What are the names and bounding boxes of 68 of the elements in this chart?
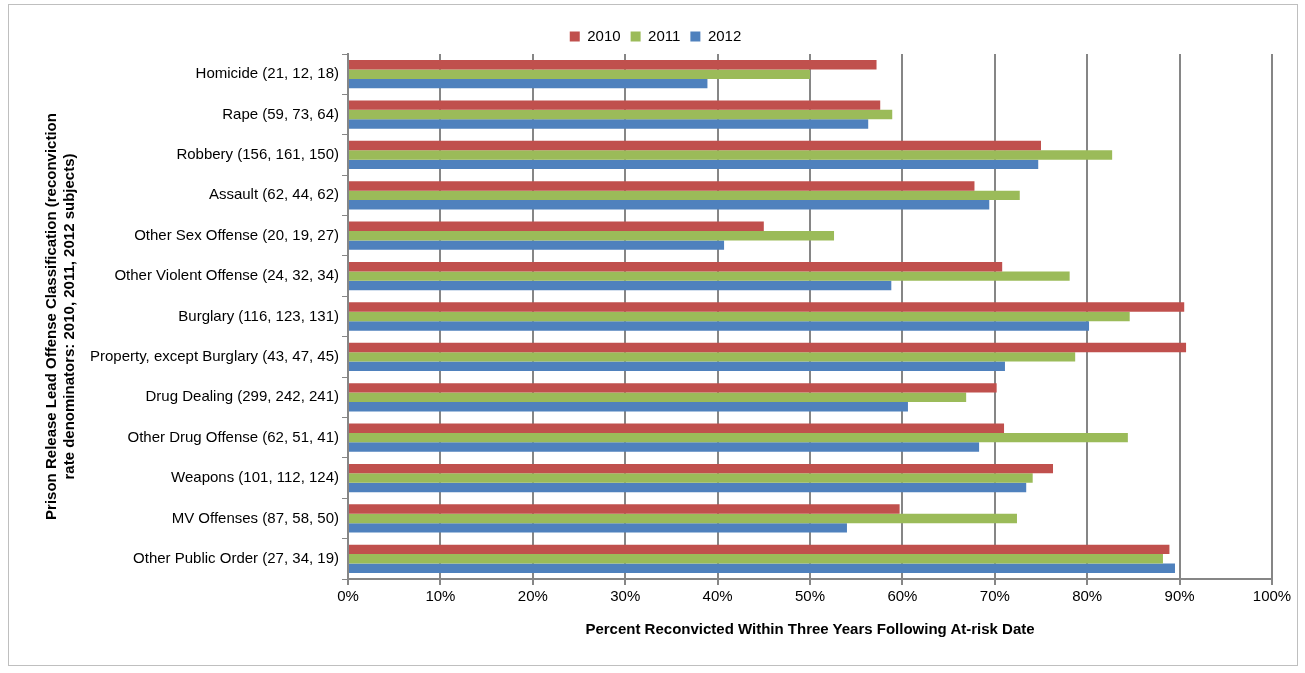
bar xyxy=(349,221,764,232)
x-axis-title: Percent Reconvicted Within Three Years Following At-risk Date xyxy=(585,620,1035,638)
y-tick-label: MV Offenses (87, 58, 50) xyxy=(171,508,340,526)
bar xyxy=(349,190,1020,201)
x-tick-label: 30% xyxy=(610,587,641,605)
y-tick-label: Other Public Order (27, 34, 19) xyxy=(133,548,340,566)
bar xyxy=(349,432,1128,443)
bar xyxy=(349,361,1005,372)
bar xyxy=(349,544,1170,555)
bar xyxy=(349,60,877,70)
bar xyxy=(349,181,975,191)
x-tick-label: 10% xyxy=(425,587,456,605)
y-tick-label: Rape (59, 73, 64) xyxy=(222,104,340,122)
y-tick-label: Homicide (21, 12, 18) xyxy=(195,64,340,82)
bar xyxy=(349,442,980,452)
y-tick-label: Assault (62, 44, 62) xyxy=(208,185,340,203)
x-tick-label: 50% xyxy=(794,587,826,605)
bar xyxy=(349,482,1027,493)
bar xyxy=(349,302,1185,312)
bar xyxy=(349,523,847,533)
bar xyxy=(349,100,881,110)
bar xyxy=(349,311,1130,322)
bar xyxy=(349,200,990,210)
y-axis-title: Prison Release Lead Offense Classification (reconviction rate denominators: 2010, 2011, 2012 subjects) xyxy=(42,113,78,520)
bar xyxy=(349,159,1039,170)
x-tick-label: 60% xyxy=(887,587,918,605)
x-tick-label: 70% xyxy=(979,587,1010,605)
bar xyxy=(349,352,1076,362)
bar xyxy=(349,321,1090,331)
bar xyxy=(349,261,1003,272)
bar xyxy=(349,69,810,79)
legend-label: 2010 xyxy=(587,26,621,44)
bar xyxy=(349,342,1187,353)
x-tick-label: 20% xyxy=(517,587,548,605)
bar xyxy=(349,554,1163,564)
bar xyxy=(349,78,708,89)
x-tick-label: 0% xyxy=(337,587,359,605)
bar xyxy=(349,271,1070,281)
x-tick-label: 40% xyxy=(702,587,733,605)
bar xyxy=(349,401,908,412)
bar xyxy=(349,150,1113,160)
bar xyxy=(349,109,893,120)
bar xyxy=(349,240,725,250)
y-tick-label: Other Drug Offense (62, 51, 41) xyxy=(127,427,340,445)
bar xyxy=(349,119,869,129)
bar xyxy=(349,280,892,291)
bar xyxy=(349,463,1054,474)
y-tick-label: Burglary (116, 123, 131) xyxy=(178,306,340,324)
legend-label: 2011 xyxy=(648,26,681,44)
bar xyxy=(349,392,967,402)
bar xyxy=(349,504,900,514)
bar xyxy=(349,140,1041,151)
bar xyxy=(349,383,997,393)
x-tick-label: 80% xyxy=(1072,587,1103,605)
y-tick-label: Other Violent Offense (24, 32, 34) xyxy=(114,266,340,284)
y-tick-label: Property, except Burglary (43, 47, 45) xyxy=(89,347,340,365)
bar xyxy=(349,423,1005,433)
bar xyxy=(349,473,1033,483)
legend-label: 2012 xyxy=(707,26,742,44)
y-tick-label: Drug Dealing (299, 242, 241) xyxy=(145,387,340,405)
y-tick-label: Weapons (101, 112, 124) xyxy=(171,468,340,486)
y-tick-label: Other Sex Offense (20, 19, 27) xyxy=(134,225,340,243)
bar xyxy=(349,513,1017,524)
bar xyxy=(349,563,1175,573)
x-tick-label: 90% xyxy=(1164,587,1195,605)
bar xyxy=(349,231,835,241)
y-tick-label: Robbery (156, 161, 150) xyxy=(176,145,340,163)
x-tick-label: 100% xyxy=(1252,587,1292,605)
